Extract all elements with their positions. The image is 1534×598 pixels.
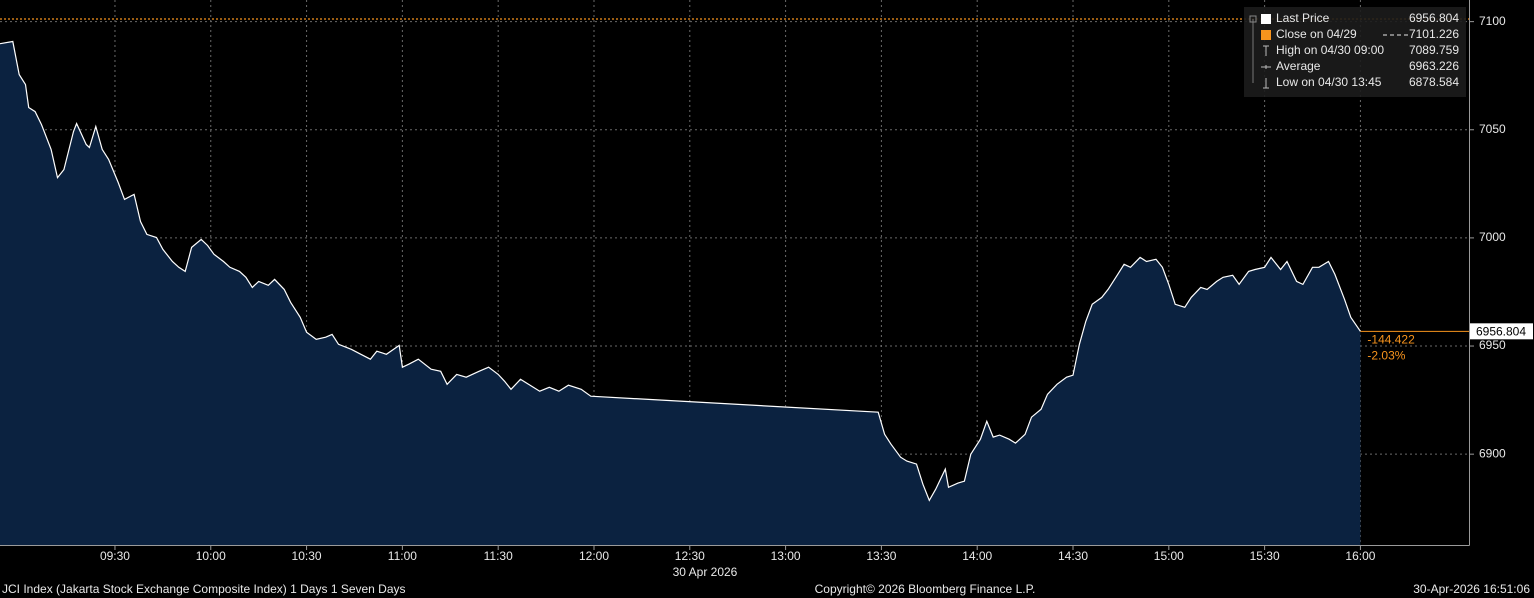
x-tick-label: 10:00 (196, 549, 226, 563)
legend: Last Price 6956.804 Close on 04/29 7101.226… (1249, 11, 1459, 89)
axes: 6900 6950 7000 7050 7100 09:30 10:00 10:30 11:00… (100, 14, 1533, 563)
legend-value: 6956.804 (1409, 11, 1459, 25)
x-tick-label: 11:30 (484, 549, 513, 563)
legend-label: Close on 04/29 (1276, 27, 1357, 41)
y-tick-label: 6900 (1479, 446, 1506, 460)
x-tick-label: 10:30 (292, 549, 322, 563)
x-tick-label: 12:30 (675, 549, 705, 563)
y-tick-label: 7100 (1479, 14, 1506, 28)
legend-label: Low on 04/30 13:45 (1276, 75, 1382, 89)
area (0, 41, 1361, 545)
legend-value: 7089.759 (1409, 43, 1459, 57)
legend-icon-high (1263, 45, 1269, 56)
grid (0, 0, 1469, 545)
x-tick-label: 13:30 (866, 549, 896, 563)
change-label: -144.422 (1367, 332, 1415, 346)
last-price-label: 6956.804 (1476, 324, 1526, 338)
footer-left: JCI Index (Jakarta Stock Exchange Compos… (2, 582, 406, 596)
x-tick-label: 12:00 (579, 549, 609, 563)
x-tick-label: 15:00 (1154, 549, 1184, 563)
x-tick-label: 14:30 (1058, 549, 1088, 563)
x-tick-label: 11:00 (388, 549, 417, 563)
plot (0, 18, 1469, 545)
change-pct-label: -2.03% (1367, 348, 1405, 362)
footer-right: 30-Apr-2026 16:51:06 (1413, 582, 1530, 596)
x-tick-label: 16:00 (1345, 549, 1375, 563)
legend-icon-low (1263, 78, 1269, 89)
x-tick-label: 15:30 (1250, 549, 1280, 563)
legend-value: 7101.226 (1409, 27, 1459, 41)
legend-handle (1249, 15, 1257, 23)
legend-box (1244, 7, 1466, 97)
last-price-box (1470, 323, 1533, 340)
y-tick-label: 6950 (1479, 338, 1506, 352)
footer-center: Copyright© 2026 Bloomberg Finance L.P. (815, 582, 1036, 596)
legend-label: High on 04/30 09:00 (1276, 43, 1384, 57)
x-tick-label: 13:00 (771, 549, 801, 563)
y-tick-label: 7000 (1479, 230, 1506, 244)
x-tick-label: 14:00 (962, 549, 992, 563)
x-tick-label: 09:30 (100, 549, 130, 563)
legend-value: 6963.226 (1409, 59, 1459, 73)
legend-label: Last Price (1276, 11, 1330, 25)
legend-swatch (1261, 30, 1271, 40)
x-sublabel: 30 Apr 2026 (673, 565, 738, 579)
legend-value: 6878.584 (1409, 75, 1459, 89)
legend-icon-average (1261, 65, 1271, 69)
line (0, 40, 1361, 502)
legend-swatch (1261, 14, 1271, 24)
legend-label: Average (1276, 59, 1321, 73)
y-tick-label: 7050 (1479, 122, 1506, 136)
